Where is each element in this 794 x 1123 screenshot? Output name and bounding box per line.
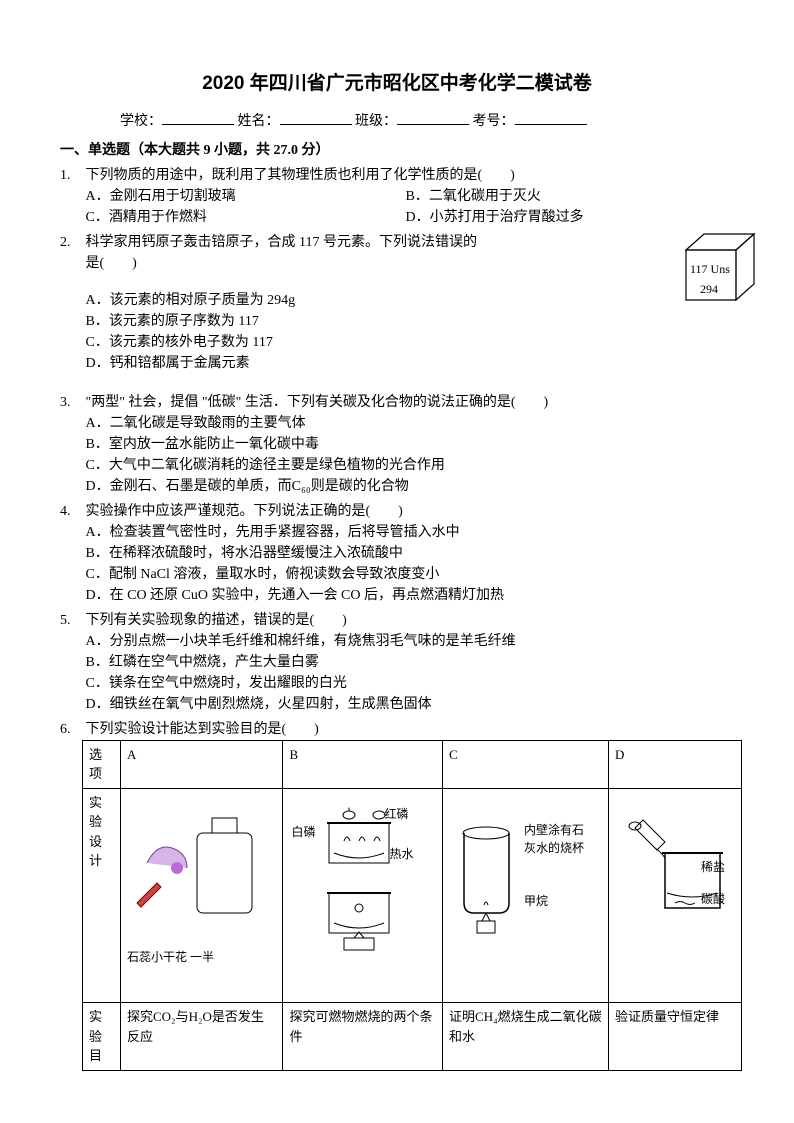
q3-opt-d: D．金刚石、石墨是碳的单质，而C₆₀则是碳的化合物 [86, 476, 726, 497]
question-3: 3. "两型" 社会，提倡 "低碳" 生活．下列有关碳及化合物的说法正确的是( … [60, 392, 734, 497]
exam-label: 考号： [473, 114, 515, 129]
question-5: 5. 下列有关实验现象的描述，错误的是( ) A．分别点燃一小块羊毛纤维和棉纤维… [60, 610, 734, 715]
q1-opt-c: C．酒精用于作燃料 [86, 207, 406, 228]
imgB-l1: 红磷 [384, 805, 408, 823]
goal-b: 探究可燃物燃烧的两个条件 [283, 1003, 443, 1071]
col-c: C [443, 740, 609, 788]
diagram-c-icon [449, 793, 524, 943]
goal-d: 验证质量守恒定律 [608, 1003, 741, 1071]
imgB-l2: 热水 [389, 845, 413, 863]
question-6: 6. 下列实验设计能达到实验目的是( ) 选项 A B C D 实验设计 [60, 719, 734, 1071]
q2-stem2: 是( ) [86, 253, 626, 274]
page-title: 2020 年四川省广元市昭化区中考化学二模试卷 [60, 70, 734, 99]
imgB-l0: 白磷 [291, 823, 315, 841]
q3-opt-c: C．大气中二氧化碳消耗的途径主要是绿色植物的光合作用 [86, 455, 726, 476]
q6-num: 6. [60, 719, 82, 740]
cell-c-diagram: 内壁涂有石灰水的烧杯 甲烷 [443, 788, 609, 1003]
q3-num: 3. [60, 392, 82, 413]
element-mass: 294 [700, 280, 718, 298]
q5-opt-d: D．细铁丝在氧气中剧烈燃烧，火星四射，生成黑色固体 [86, 694, 726, 715]
q2-opt-d: D．钙和锫都属于金属元素 [86, 353, 626, 374]
q4-opt-b: B．在稀释浓硫酸时，将水沿器壁缓慢注入浓硫酸中 [86, 543, 726, 564]
q2-stem1: 科学家用钙原子轰击锫原子，合成 117 号元素。下列说法错误的 [86, 232, 626, 253]
cell-b-diagram: 白磷 红磷 热水 [283, 788, 443, 1003]
q3-opt-a: A．二氧化碳是导致酸雨的主要气体 [86, 413, 726, 434]
element-cube-icon: 117 Uns 294 [674, 232, 744, 302]
q2-opt-b: B．该元素的原子序数为 117 [86, 311, 626, 332]
col-b: B [283, 740, 443, 788]
class-label: 班级： [355, 114, 397, 129]
q4-opt-c: C．配制 NaCl 溶液，量取水时，俯视读数会导致浓度变小 [86, 564, 726, 585]
q4-opt-d: D．在 CO 还原 CuO 实验中，先通入一会 CO 后，再点燃酒精灯加热 [86, 585, 726, 606]
question-2: 2. 科学家用钙原子轰击锫原子，合成 117 号元素。下列说法错误的 是( ) … [60, 232, 734, 374]
question-4: 4. 实验操作中应该严谨规范。下列说法正确的是( ) A．检查装置气密性时，先用… [60, 501, 734, 606]
col-a: A [121, 740, 283, 788]
q3-opt-b: B．室内放一盆水能防止一氧化碳中毒 [86, 434, 726, 455]
name-label: 姓名： [238, 114, 280, 129]
q4-opt-a: A．检查装置气密性时，先用手紧握容器，后将导管插入水中 [86, 522, 726, 543]
q5-opt-a: A．分别点燃一小块羊毛纤维和棉纤维，有烧焦羽毛气味的是羊毛纤维 [86, 631, 726, 652]
q1-opt-a: A．金刚石用于切割玻璃 [86, 186, 406, 207]
section-header: 一、单选题（本大题共 9 小题，共 27.0 分） [60, 140, 734, 161]
q2-opt-a: A．该元素的相对原子质量为 294g [86, 290, 626, 311]
q3-stem: "两型" 社会，提倡 "低碳" 生活．下列有关碳及化合物的说法正确的是( ) [86, 392, 726, 413]
goal-c: 证明CH₄燃烧生成二氧化碳和水 [443, 1003, 609, 1071]
q5-stem: 下列有关实验现象的描述，错误的是( ) [86, 610, 726, 631]
q1-opt-b: B．二氧化碳用于灭火 [406, 186, 726, 207]
imgD-l1: 碳酸 [701, 890, 794, 908]
row-header-goal: 实验目 [83, 1003, 121, 1071]
q4-stem: 实验操作中应该严谨规范。下列说法正确的是( ) [86, 501, 726, 522]
cell-a-diagram: 石蕊小干花 一半 [121, 788, 283, 1003]
imgD-l0: 稀盐 [701, 858, 794, 876]
school-label: 学校： [120, 114, 162, 129]
q1-stem: 下列物质的用途中，既利用了其物理性质也利用了化学性质的是( ) [86, 165, 726, 186]
imgC-l1: 甲烷 [524, 892, 584, 910]
q5-num: 5. [60, 610, 82, 631]
goal-a: 探究CO₂与H₂O是否发生反应 [121, 1003, 283, 1071]
q5-opt-b: B．红磷在空气中燃烧，产生大量白雾 [86, 652, 726, 673]
q1-opt-d: D．小苏打用于治疗胃酸过多 [406, 207, 726, 228]
col-d: D [608, 740, 741, 788]
element-symbol: 117 Uns [690, 260, 730, 278]
q2-opt-c: C．该元素的核外电子数为 117 [86, 332, 626, 353]
student-info: 学校： 姓名： 班级： 考号： [60, 111, 734, 132]
q6-stem: 下列实验设计能达到实验目的是( ) [86, 719, 726, 740]
q1-num: 1. [60, 165, 82, 186]
cell-d-diagram: 稀盐 碳酸 [608, 788, 741, 1003]
q2-num: 2. [60, 232, 82, 253]
row-header-option: 选项 [83, 740, 121, 788]
imgA-l0: 石蕊小干花 一半 [127, 950, 214, 964]
diagram-a-icon [127, 793, 267, 943]
row-header-design: 实验设计 [83, 788, 121, 1003]
q4-num: 4. [60, 501, 82, 522]
imgC-l0: 内壁涂有石灰水的烧杯 [524, 821, 584, 857]
question-1: 1. 下列物质的用途中，既利用了其物理性质也利用了化学性质的是( ) A．金刚石… [60, 165, 734, 228]
experiment-table: 选项 A B C D 实验设计 石蕊小干花 一半 [82, 740, 742, 1071]
q5-opt-c: C．镁条在空气中燃烧时，发出耀眼的白光 [86, 673, 726, 694]
